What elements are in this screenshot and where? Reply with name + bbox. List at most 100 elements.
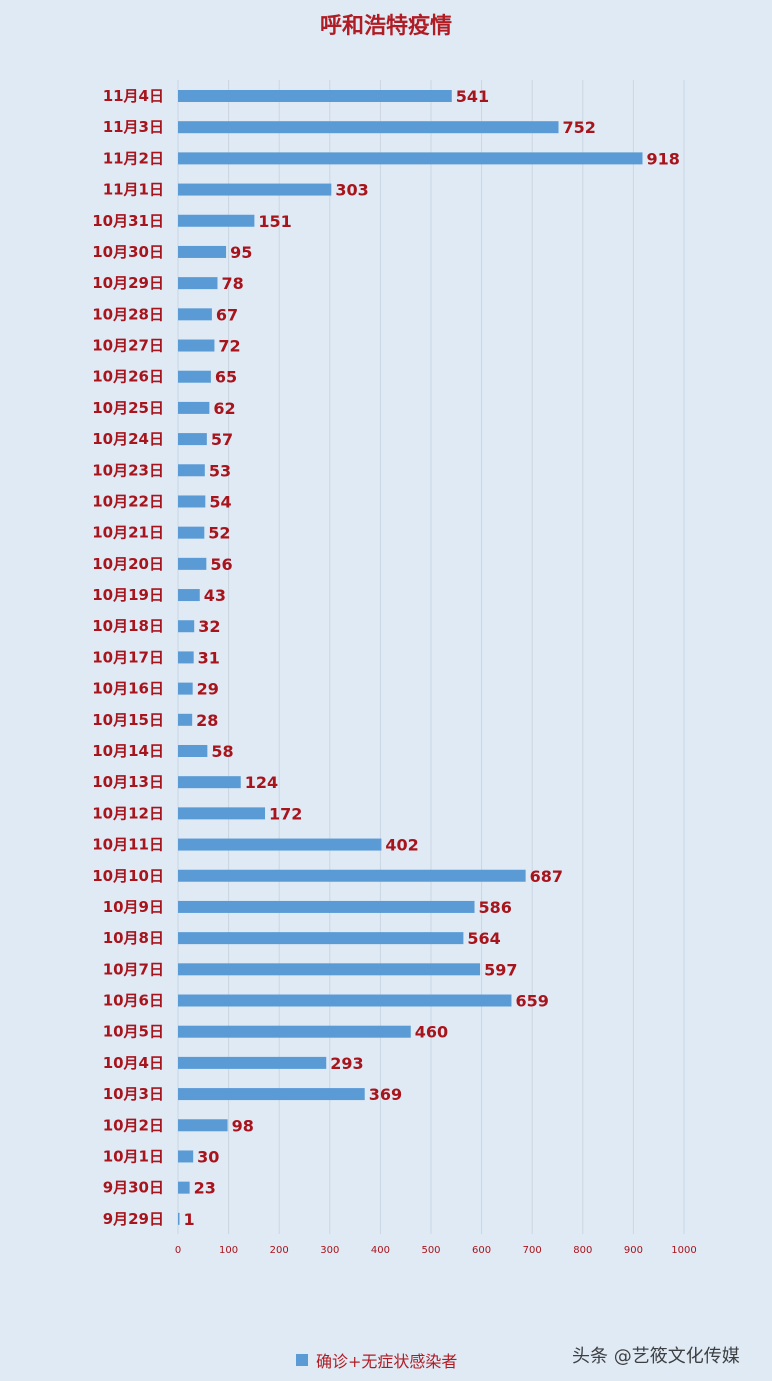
bar [178,744,208,757]
bar [178,1025,411,1038]
bar [178,963,481,976]
data-label: 586 [479,898,512,917]
data-label: 56 [210,555,232,574]
bar [178,932,464,945]
bar [178,152,643,165]
category-label: 10月19日 [92,586,164,604]
category-label: 10月27日 [92,337,164,355]
category-label: 10月9日 [103,898,164,916]
data-label: 23 [194,1179,216,1198]
bar [178,1088,365,1101]
category-label: 9月29日 [103,1210,164,1228]
x-tick-label: 500 [421,1245,440,1256]
bar [178,1181,190,1194]
data-label: 52 [208,524,230,543]
category-label: 10月10日 [92,867,164,885]
data-label: 65 [215,368,237,387]
x-tick-label: 100 [219,1245,238,1256]
data-label: 564 [467,929,500,948]
data-label: 752 [563,118,596,137]
data-label: 151 [258,212,291,231]
x-tick-label: 600 [472,1245,491,1256]
category-label: 10月4日 [103,1054,164,1072]
category-label: 10月22日 [92,492,164,510]
category-label: 10月21日 [92,524,164,542]
category-label: 10月5日 [103,1023,164,1041]
bar [178,682,193,695]
category-label: 10月25日 [92,399,164,417]
bar [178,838,382,851]
x-tick-label: 1000 [671,1245,696,1256]
legend: 确诊+无症状感染者 [296,1348,457,1372]
data-label: 78 [221,274,243,293]
bar [178,620,195,633]
x-tick-label: 400 [371,1245,390,1256]
category-label: 9月30日 [103,1179,164,1197]
bar [178,651,194,664]
bar [178,401,210,414]
data-label: 369 [369,1085,402,1104]
category-label: 10月12日 [92,804,164,822]
category-label: 11月3日 [103,118,164,136]
category-label: 10月23日 [92,461,164,479]
bar [178,308,212,321]
bar [178,433,207,446]
x-tick-label: 300 [320,1245,339,1256]
x-tick-label: 700 [523,1245,542,1256]
x-tick-label: 800 [573,1245,592,1256]
bar [178,90,452,102]
bar [178,900,475,913]
data-label: 29 [197,680,219,699]
data-label: 30 [197,1147,219,1166]
category-label: 10月20日 [92,555,164,573]
bar [178,183,332,196]
bar [178,339,215,352]
data-label: 57 [211,430,233,449]
category-label: 11月1日 [103,181,164,199]
data-label: 597 [484,960,517,979]
data-label: 293 [330,1054,363,1073]
data-label: 659 [515,992,548,1011]
category-label: 10月3日 [103,1085,164,1103]
bar [178,1119,228,1132]
category-label: 10月2日 [103,1116,164,1134]
data-label: 54 [209,492,231,511]
bar [178,121,559,134]
bar [178,277,218,290]
bar [178,1056,327,1069]
bar [178,557,207,570]
category-label: 10月29日 [92,274,164,292]
data-label: 124 [245,773,278,792]
bar [178,214,255,227]
data-label: 67 [216,305,238,324]
bar [178,245,227,258]
legend-label: 确诊+无症状感染者 [316,1352,458,1371]
bar [178,1150,194,1163]
data-label: 303 [335,181,368,200]
bar [178,807,266,820]
category-label: 10月30日 [92,243,164,261]
bar [178,1212,180,1225]
category-label: 10月26日 [92,368,164,386]
data-label: 687 [530,867,563,886]
category-label: 11月4日 [103,87,164,105]
bar [178,776,241,789]
category-label: 10月15日 [92,711,164,729]
bar [178,464,205,477]
bar [178,526,205,539]
x-tick-label: 900 [624,1245,643,1256]
x-tick-label: 0 [175,1245,181,1256]
data-label: 460 [415,1023,448,1042]
category-label: 10月17日 [92,648,164,666]
bar [178,589,200,602]
data-label: 31 [198,648,220,667]
category-label: 10月1日 [103,1147,164,1165]
category-label: 10月24日 [92,430,164,448]
data-label: 62 [213,399,235,418]
category-label: 11月2日 [103,149,164,167]
legend-swatch [296,1354,308,1366]
bar [178,713,193,726]
category-label: 10月14日 [92,742,164,760]
data-label: 1 [184,1210,195,1229]
